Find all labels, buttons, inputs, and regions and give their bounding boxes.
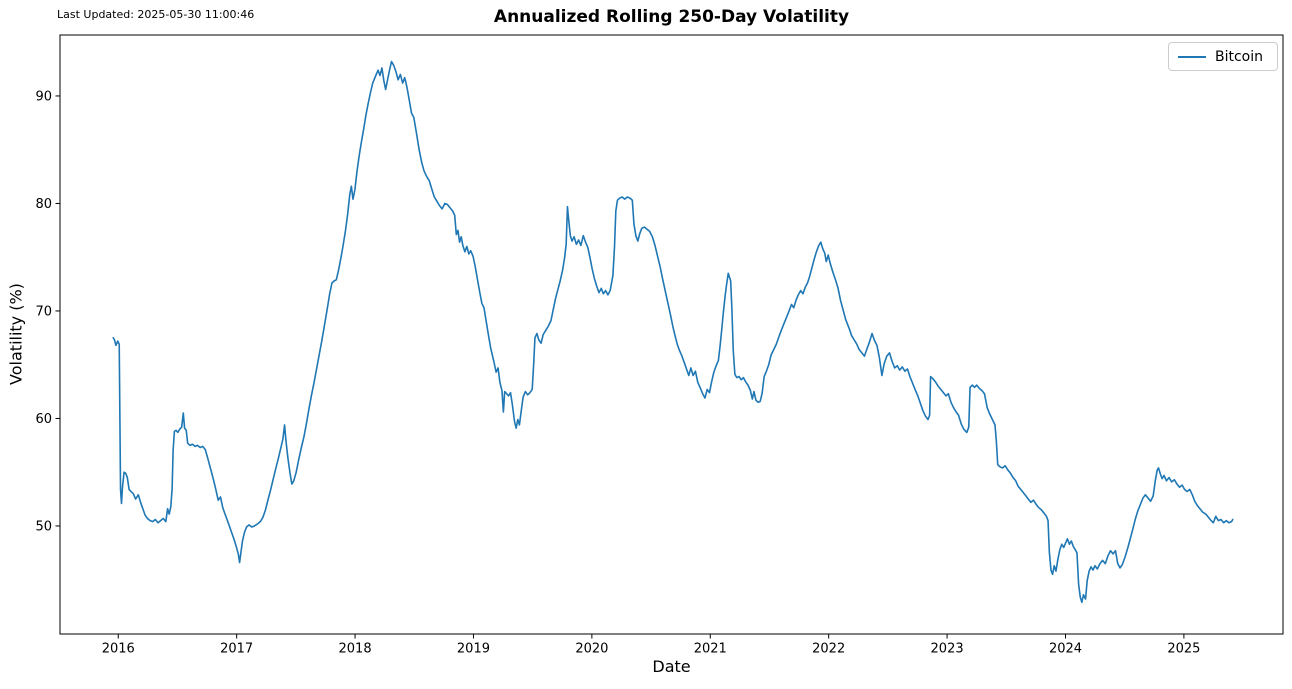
x-tick-label: 2018 [339, 642, 372, 657]
x-tick-label: 2024 [1049, 642, 1082, 657]
x-tick-label: 2023 [931, 642, 964, 657]
x-tick-label: 2016 [102, 642, 135, 657]
x-tick-label: 2017 [220, 642, 253, 657]
y-tick-label: 50 [35, 519, 52, 534]
y-tick-label: 70 [35, 304, 52, 319]
chart-title: Annualized Rolling 250-Day Volatility [493, 7, 850, 27]
x-tick-label: 2020 [575, 642, 608, 657]
bitcoin-line [112, 60, 1234, 604]
last-updated-label: Last Updated: 2025-05-30 11:00:46 [57, 8, 255, 21]
legend: Bitcoin [1168, 42, 1278, 71]
y-tick-label: 80 [35, 197, 52, 212]
x-tick-label: 2019 [457, 642, 490, 657]
legend-bitcoin-label: Bitcoin [1215, 48, 1264, 65]
x-tick-label: 2022 [812, 642, 845, 657]
y-tick-label: 60 [35, 412, 52, 427]
y-tick-label: 90 [35, 89, 52, 104]
plot-area [59, 34, 1284, 635]
x-axis-label: Date [652, 657, 691, 676]
legend-line-swatch-icon [1178, 55, 1206, 58]
x-tick-label: 2021 [694, 642, 727, 657]
x-tick-label: 2025 [1167, 642, 1200, 657]
